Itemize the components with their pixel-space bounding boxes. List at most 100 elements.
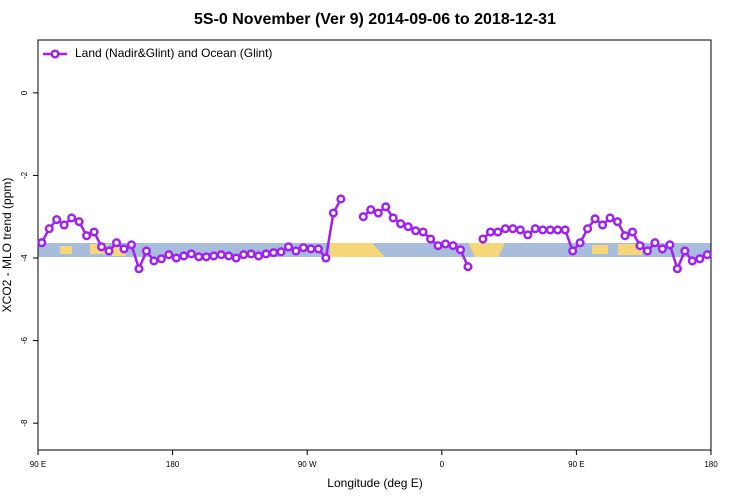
data-point: [246, 249, 256, 259]
data-point: [538, 225, 548, 235]
data-point: [500, 224, 510, 234]
x-tick-label: 180: [166, 460, 180, 469]
data-point: [605, 213, 615, 223]
data-point: [104, 246, 114, 256]
data-point: [231, 253, 241, 263]
data-point: [672, 264, 682, 274]
data-point: [455, 245, 466, 255]
chart-title: 5S-0 November (Ver 9) 2014-09-06 to 2018…: [194, 11, 556, 28]
y-tick-label: -6: [20, 336, 29, 344]
data-point: [635, 241, 645, 251]
data-point: [590, 214, 600, 224]
data-point: [530, 224, 540, 234]
data-point: [44, 224, 54, 234]
data-point: [328, 208, 338, 218]
y-tick-label: -8: [20, 419, 29, 427]
data-point: [366, 205, 376, 215]
data-point: [411, 226, 421, 236]
data-point: [37, 238, 47, 248]
data-point: [89, 227, 99, 237]
data-point: [269, 248, 279, 258]
data-point: [149, 256, 159, 266]
data-point: [216, 250, 226, 260]
data-point: [433, 241, 443, 251]
data-point: [515, 225, 525, 235]
data-point: [74, 217, 84, 227]
data-point: [97, 242, 107, 252]
x-tick-label: 90 E: [568, 460, 584, 469]
data-point: [568, 246, 578, 256]
data-point: [657, 244, 667, 254]
data-point: [67, 213, 77, 223]
data-point: [583, 224, 593, 234]
y-tick-label: 0: [20, 90, 29, 95]
data-point: [261, 249, 271, 259]
land-patch: [112, 247, 126, 256]
data-point: [186, 249, 196, 259]
data-point: [373, 208, 383, 218]
data-point: [201, 252, 211, 262]
data-point: [493, 227, 503, 237]
data-point: [665, 240, 675, 250]
x-tick-label: 0: [440, 460, 445, 469]
data-point: [336, 194, 346, 204]
data-point: [52, 215, 62, 225]
data-point: [508, 224, 518, 234]
data-point: [553, 225, 563, 235]
data-point: [126, 240, 137, 250]
data-point: [209, 251, 219, 261]
x-axis-label: Longitude (deg E): [327, 476, 422, 490]
data-point: [650, 238, 660, 248]
y-tick-label: -2: [20, 171, 29, 179]
land-patch: [592, 245, 608, 254]
data-point: [523, 230, 533, 240]
land-patch: [618, 244, 642, 255]
data-point: [164, 250, 174, 260]
data-point: [134, 264, 144, 274]
legend-marker: [50, 49, 60, 59]
data-point: [171, 253, 181, 263]
data-point: [254, 251, 264, 261]
y-axis-label: XCO2 - MLO trend (ppm): [0, 178, 14, 313]
data-point: [396, 219, 406, 229]
data-point: [59, 220, 69, 230]
land-patch: [330, 243, 385, 257]
land-patch: [60, 246, 72, 254]
data-point: [119, 244, 129, 254]
data-point: [463, 262, 473, 272]
data-point: [620, 231, 630, 241]
data-point: [306, 244, 316, 254]
data-point: [313, 244, 323, 254]
x-tick-label: 90 W: [298, 460, 317, 469]
data-point: [179, 251, 189, 261]
data-point: [381, 202, 391, 212]
data-point: [598, 220, 608, 230]
data-point: [276, 247, 286, 257]
data-point: [448, 241, 458, 251]
data-point: [440, 239, 451, 249]
map-strip: [38, 243, 711, 257]
land-patch: [468, 243, 505, 257]
data-point: [680, 246, 690, 256]
data-point: [111, 238, 122, 248]
data-point: [298, 243, 309, 253]
data-point: [575, 238, 585, 248]
data-point: [418, 227, 428, 237]
data-point: [485, 227, 495, 237]
data-point: [141, 246, 151, 256]
legend-label: Land (Nadir&Glint) and Ocean (Glint): [75, 46, 272, 60]
data-point: [403, 222, 413, 232]
data-point: [702, 250, 712, 260]
data-point: [627, 227, 638, 237]
data-point: [283, 242, 294, 252]
x-tick-label: 180: [704, 460, 718, 469]
data-point: [321, 253, 331, 263]
data-point: [156, 254, 166, 264]
data-point: [224, 251, 234, 261]
data-point: [612, 217, 623, 227]
data-point: [687, 256, 697, 266]
x-tick-label: 90 E: [30, 460, 46, 469]
data-point: [545, 225, 555, 235]
data-point: [194, 252, 204, 262]
